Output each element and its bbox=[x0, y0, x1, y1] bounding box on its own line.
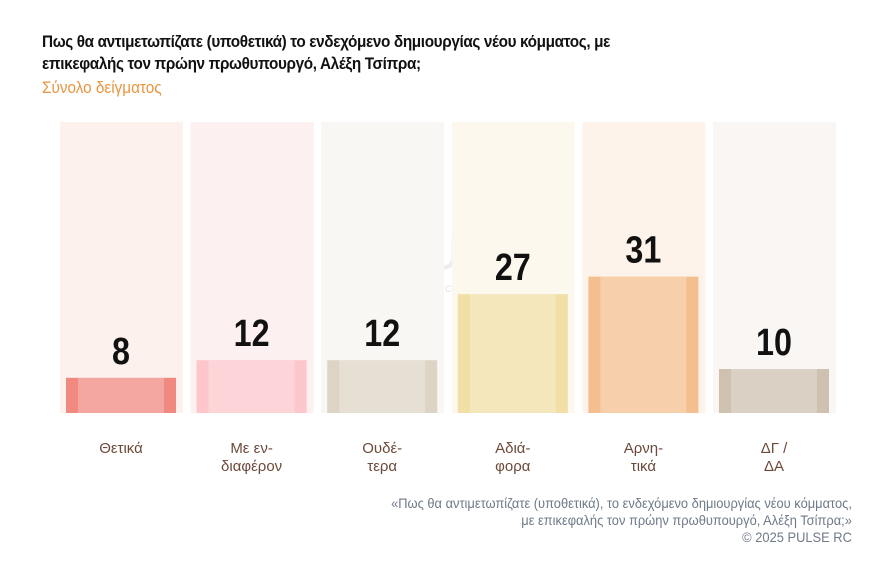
bar-highlight bbox=[600, 276, 687, 413]
category-label: ΔΑ bbox=[764, 458, 784, 475]
category-label: τικά bbox=[631, 458, 657, 475]
footer-line-2: με επικεφαλής τον πρώην πρωθυπουργό, Αλέ… bbox=[521, 512, 852, 528]
category-label: τερα bbox=[367, 458, 397, 475]
data-label: 31 bbox=[625, 229, 661, 271]
chart-title: Πως θα αντιμετωπίζατε (υποθετικά) το ενδ… bbox=[42, 32, 611, 73]
category-label: Με εν- bbox=[230, 440, 273, 457]
data-label: 12 bbox=[234, 313, 270, 355]
bar bbox=[66, 377, 176, 413]
bar bbox=[588, 276, 699, 413]
footer-line-1: «Πως θα αντιμετωπίζατε (υποθετικά), το ε… bbox=[391, 495, 852, 511]
category-label: Αρνη- bbox=[624, 440, 663, 457]
column-background bbox=[60, 122, 183, 413]
bar bbox=[457, 294, 568, 413]
category-label: διαφέρον bbox=[221, 458, 282, 475]
category-label: Ουδέ- bbox=[362, 440, 402, 457]
category-label: Αδιά- bbox=[495, 440, 530, 457]
bar-highlight bbox=[208, 360, 295, 413]
bar bbox=[327, 360, 438, 413]
bar bbox=[196, 360, 307, 413]
category-label: Θετικά bbox=[99, 440, 143, 457]
bar-highlight bbox=[339, 360, 426, 413]
data-label: 10 bbox=[756, 322, 792, 364]
chart-subtitle: Σύνολο δείγματος bbox=[42, 78, 162, 97]
bar-highlight bbox=[78, 377, 164, 413]
bar-highlight bbox=[469, 294, 556, 413]
column-background bbox=[713, 122, 836, 413]
bar-highlight bbox=[731, 369, 817, 413]
data-label: 8 bbox=[112, 330, 130, 372]
bar bbox=[719, 369, 829, 413]
data-label: 27 bbox=[495, 247, 531, 289]
footer-note: «Πως θα αντιμετωπίζατε (υποθετικά), το ε… bbox=[391, 495, 852, 546]
category-label: ΔΓ / bbox=[761, 440, 788, 457]
data-label: 12 bbox=[364, 313, 400, 355]
category-label: φορα bbox=[495, 458, 531, 475]
footer-copyright: © 2025 PULSE RC bbox=[742, 529, 852, 545]
